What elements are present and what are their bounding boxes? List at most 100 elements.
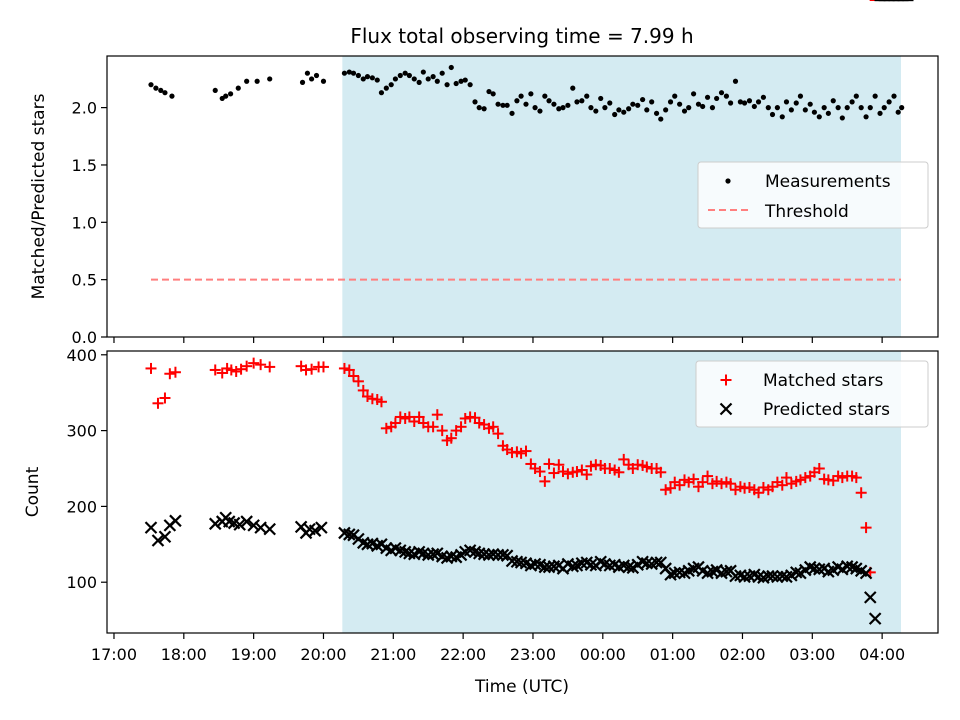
legend-measurements-label: Measurements	[765, 172, 891, 192]
measurement-point	[570, 85, 576, 91]
measurement-point	[663, 107, 669, 113]
measurement-point	[346, 69, 352, 75]
measurement-point	[816, 114, 822, 120]
matched-point	[553, 459, 565, 471]
measurement-point	[439, 70, 445, 76]
matched-point	[427, 421, 439, 433]
measurement-point	[899, 105, 905, 111]
measurement-point	[630, 101, 636, 107]
matched-point	[375, 396, 387, 408]
measurement-point	[807, 101, 813, 107]
measurement-point	[746, 98, 753, 104]
matched-point	[702, 470, 714, 482]
measurement-point	[867, 105, 873, 111]
predicted-point	[169, 514, 182, 528]
measurement-point	[732, 78, 739, 84]
measurement-point	[653, 110, 660, 116]
matched-point	[539, 475, 551, 487]
measurement-point	[690, 91, 697, 97]
predicted-point	[514, 556, 528, 569]
measurement-point	[783, 99, 790, 105]
y-tick-label: 1.5	[72, 156, 97, 175]
measurement-point	[830, 98, 836, 104]
predicted-point	[247, 519, 260, 532]
predicted-point	[315, 521, 328, 534]
measurement-point	[212, 87, 218, 94]
measurement-point	[514, 98, 520, 104]
matched-point	[413, 411, 425, 423]
measurement-point	[584, 93, 590, 99]
measurement-point	[765, 105, 771, 111]
measurement-point	[741, 100, 748, 106]
matched-point	[850, 472, 862, 484]
matched-point	[515, 447, 527, 459]
matched-point	[860, 522, 872, 534]
measurement-point	[481, 106, 487, 112]
matched-point	[338, 362, 350, 374]
predicted-point	[343, 528, 356, 541]
measurement-point	[755, 99, 762, 105]
predicted-point	[752, 570, 765, 584]
predicted-point	[845, 560, 859, 574]
predicted-point	[640, 556, 654, 570]
measurement-point	[374, 77, 380, 83]
matched-point	[436, 425, 448, 437]
predicted-point	[144, 521, 158, 534]
matched-point	[571, 466, 583, 478]
measurement-point	[528, 91, 534, 97]
top-x-ticks	[113, 337, 883, 343]
measurement-point	[793, 100, 799, 106]
matched-point	[557, 466, 569, 478]
measurement-point	[621, 109, 627, 115]
predicted-point	[496, 548, 510, 562]
measurement-point	[476, 105, 482, 111]
predicted-point	[636, 555, 649, 569]
bottom-x-ticks: 17:00 18:00 19:00 20:00 21:00 22:00 23:00 00:00…	[91, 633, 905, 664]
measurement-point	[369, 75, 375, 81]
matched-point	[660, 484, 672, 496]
measurement-point	[341, 70, 348, 76]
measurement-point	[872, 93, 878, 99]
matched-point	[618, 453, 630, 465]
matched-point	[604, 463, 616, 474]
matched-point	[361, 390, 373, 402]
predicted-point	[308, 524, 322, 537]
chart-title: Flux total observing time = 7.99 h	[350, 24, 693, 48]
measurement-point	[863, 114, 869, 120]
measurement-point	[616, 107, 622, 113]
predicted-point	[766, 569, 779, 583]
predicted-point	[566, 560, 580, 573]
measurement-point	[788, 107, 794, 113]
measurement-point	[546, 98, 552, 104]
measurement-point	[574, 99, 580, 105]
matched-point	[548, 467, 560, 479]
matched-point	[248, 357, 260, 369]
predicted-point	[370, 539, 384, 553]
predicted-point	[840, 560, 854, 573]
matched-point	[241, 360, 253, 372]
top-legend: Measurements Threshold	[697, 161, 929, 229]
legend-threshold-label: Threshold	[764, 202, 849, 222]
predicted-point	[486, 547, 500, 561]
y-tick-label: 200	[66, 497, 97, 516]
measurement-point	[700, 103, 706, 110]
measurement-point	[835, 105, 841, 111]
x-tick-label: 21:00	[370, 645, 416, 664]
measurement-point	[406, 72, 412, 79]
measurement-point	[825, 110, 831, 116]
matched-point	[492, 428, 504, 440]
measurement-point	[709, 105, 716, 111]
predicted-point	[808, 562, 821, 575]
measurement-point	[760, 94, 767, 100]
measurement-point	[797, 93, 804, 99]
matched-point	[855, 487, 867, 499]
measurement-point	[430, 74, 436, 80]
matched-point	[836, 472, 848, 484]
measurement-point	[602, 105, 608, 111]
predicted-point	[412, 545, 426, 559]
measurement-point	[849, 99, 855, 105]
measurement-point	[532, 105, 538, 111]
matched-point	[543, 458, 555, 470]
top-axes-frame	[106, 55, 939, 338]
measurement-point	[148, 82, 154, 88]
